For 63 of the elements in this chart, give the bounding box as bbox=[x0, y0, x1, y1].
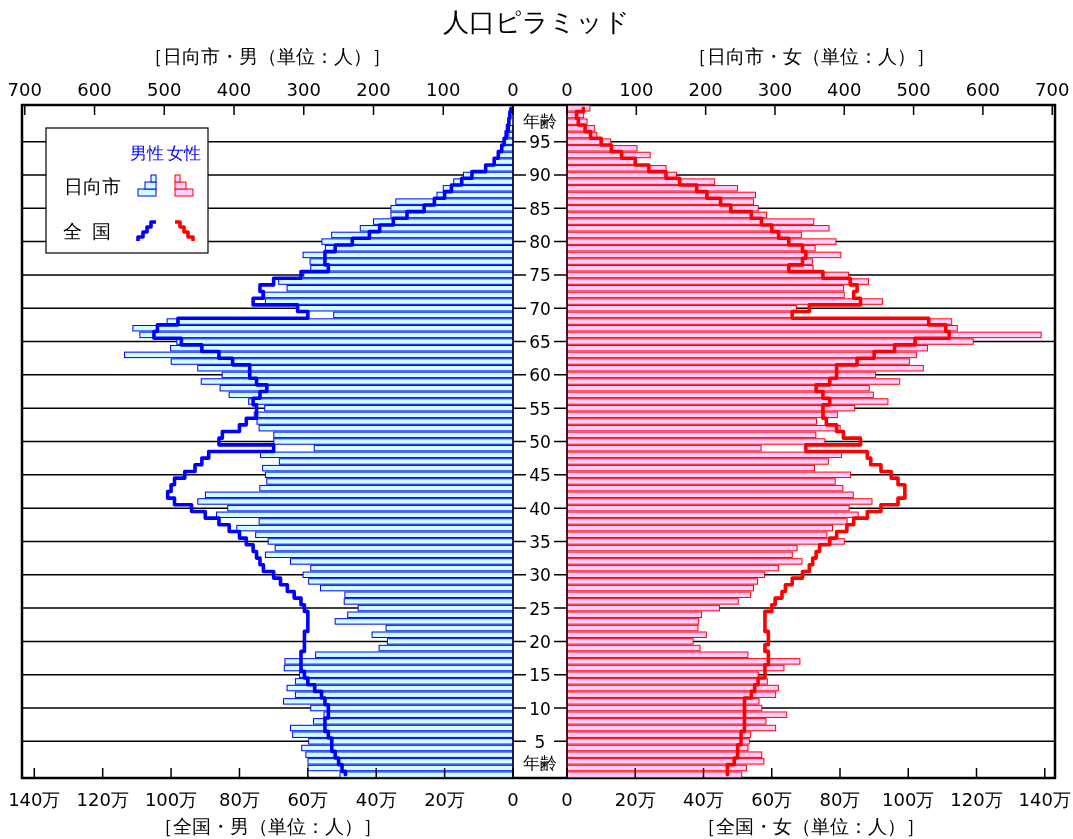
x2-tick-label: 700 bbox=[1035, 79, 1070, 100]
y-tick-label: 70 bbox=[529, 298, 551, 319]
x-tick-label: 40万 bbox=[355, 789, 397, 810]
legend-label: 全国 bbox=[63, 220, 121, 242]
y-tick-label: 75 bbox=[529, 265, 551, 286]
x2-tick-label: 300 bbox=[757, 79, 793, 100]
y-tick-label: 90 bbox=[529, 165, 551, 186]
x2-tick-label: 200 bbox=[356, 79, 391, 100]
legend-col: 女性 bbox=[167, 143, 201, 241]
x2-tick-label: 0 bbox=[561, 79, 573, 100]
legend-title: 男性 bbox=[130, 143, 164, 163]
x-tick-label: 140万 bbox=[1018, 789, 1071, 810]
y-tick-label: 35 bbox=[529, 531, 551, 552]
x2-tick-label: 0 bbox=[507, 79, 519, 100]
x-tick-label: 0 bbox=[561, 789, 573, 810]
x2-tick-label: 400 bbox=[827, 79, 862, 100]
x2-tick-label: 600 bbox=[965, 79, 1001, 100]
y-tick-label: 10 bbox=[529, 698, 551, 719]
x2-tick-label: 100 bbox=[426, 79, 461, 100]
x-tick-label: 60万 bbox=[751, 789, 793, 810]
text: 年齢 bbox=[523, 111, 557, 131]
text: 年齢 bbox=[523, 753, 557, 773]
x2-tick-label: 700 bbox=[7, 79, 42, 100]
x-tick-label: 80万 bbox=[219, 789, 260, 810]
x-tick-label: 80万 bbox=[819, 789, 861, 810]
y-tick-label: 80 bbox=[529, 232, 551, 253]
legend-title: 女性 bbox=[167, 143, 201, 163]
x2-tick-label: 300 bbox=[286, 79, 321, 100]
y-tick-label: 5 bbox=[534, 731, 546, 752]
x2-tick-label: 500 bbox=[896, 79, 931, 100]
x-axis-title: ［全国・女（単位：人）］ bbox=[697, 815, 925, 837]
x-tick-label: 20万 bbox=[424, 789, 466, 810]
y-tick-label: 50 bbox=[529, 432, 551, 452]
y-tick-label: 95 bbox=[529, 132, 551, 153]
y-tick-label: 85 bbox=[529, 198, 551, 219]
x2-tick-label: 200 bbox=[688, 79, 723, 100]
x-tick-label: 40万 bbox=[683, 789, 724, 810]
x2-tick-label: 400 bbox=[216, 79, 252, 100]
x-tick-label: 140万 bbox=[8, 789, 61, 810]
x2-tick-label: 600 bbox=[77, 79, 112, 100]
y-tick-label: 60 bbox=[529, 365, 551, 386]
x-tick-label: 0 bbox=[507, 789, 519, 810]
y-tick-label: 55 bbox=[529, 398, 551, 419]
x2-axis-title: ［日向市・女（単位：人）］ bbox=[687, 45, 935, 67]
y-tick-label: 25 bbox=[529, 598, 551, 619]
x-tick-label: 100万 bbox=[144, 789, 198, 810]
legend-label: 日向市 bbox=[63, 175, 121, 197]
x2-tick-label: 100 bbox=[619, 79, 654, 100]
x-tick-label: 120万 bbox=[950, 789, 1003, 810]
x-tick-label: 100万 bbox=[882, 789, 935, 810]
y-tick-label: 15 bbox=[529, 665, 551, 686]
x2-axis-title: ［日向市・男（単位：人）］ bbox=[144, 45, 391, 67]
x-axis-title: ［全国・男（単位：人）］ bbox=[153, 815, 382, 837]
x-tick-label: 120万 bbox=[76, 789, 129, 810]
y-tick-label: 40 bbox=[529, 498, 551, 519]
y-tick-label: 30 bbox=[529, 565, 551, 586]
x2-tick-label: 500 bbox=[147, 79, 182, 100]
chart-title: 人口ピラミッド bbox=[443, 7, 630, 37]
y-tick-label: 20 bbox=[529, 631, 551, 652]
x-tick-label: 20万 bbox=[614, 789, 656, 810]
y-tick-label: 45 bbox=[529, 465, 551, 486]
x-tick-label: 60万 bbox=[287, 789, 329, 810]
y-tick-label: 65 bbox=[529, 332, 551, 353]
